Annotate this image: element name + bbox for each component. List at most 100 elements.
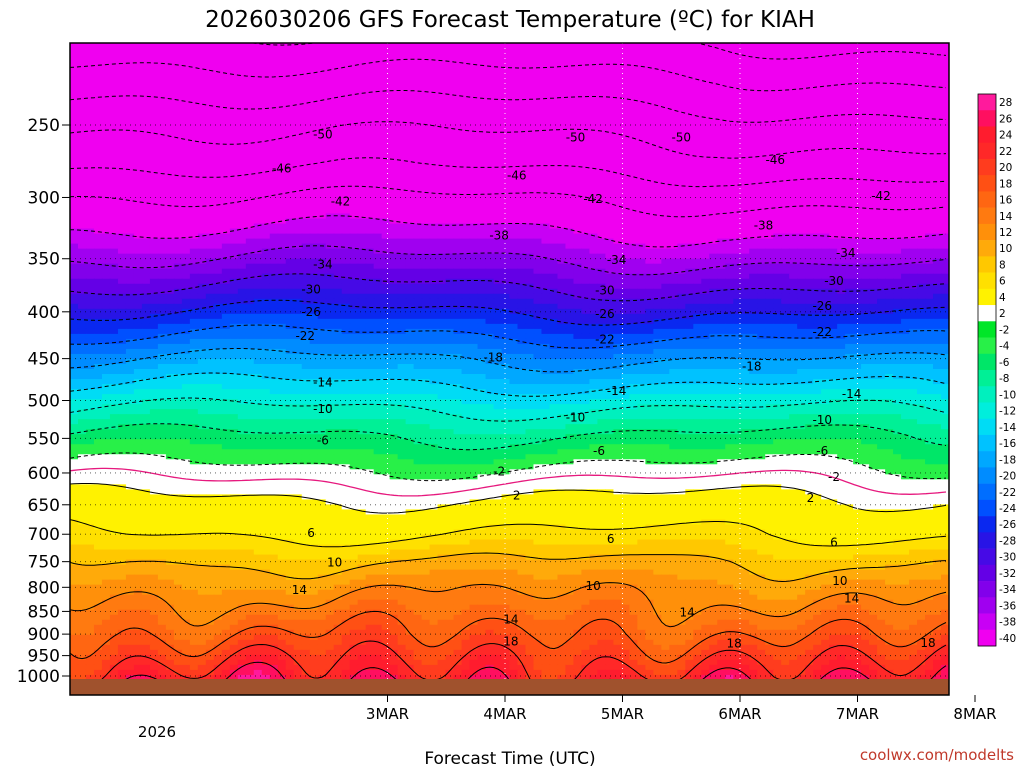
temperature-cell bbox=[461, 233, 471, 240]
temperature-cell bbox=[909, 233, 918, 240]
temperature-cell bbox=[613, 83, 622, 89]
temperature-cell bbox=[765, 133, 774, 139]
temperature-cell bbox=[157, 228, 167, 235]
temperature-cell bbox=[149, 73, 159, 79]
temperature-cell bbox=[413, 138, 423, 144]
temperature-cell bbox=[373, 233, 383, 240]
temperature-cell bbox=[565, 213, 575, 220]
temperature-cell bbox=[645, 183, 654, 190]
temperature-cell bbox=[413, 243, 423, 250]
temperature-cell bbox=[469, 218, 479, 225]
temperature-cell bbox=[573, 243, 583, 250]
temperature-cell bbox=[917, 58, 926, 64]
temperature-cell bbox=[525, 173, 535, 180]
temperature-cell bbox=[341, 133, 351, 139]
temperature-cell bbox=[589, 103, 598, 109]
temperature-cell bbox=[341, 233, 351, 240]
temperature-cell bbox=[653, 203, 662, 210]
temperature-cell bbox=[749, 193, 758, 200]
temperature-cell bbox=[397, 78, 407, 84]
temperature-cell bbox=[70, 213, 79, 220]
temperature-cell bbox=[861, 228, 870, 235]
temperature-cell bbox=[293, 208, 303, 215]
temperature-cell bbox=[70, 63, 79, 69]
temperature-cell bbox=[93, 128, 103, 134]
temperature-cell bbox=[597, 78, 606, 84]
temperature-cell bbox=[301, 198, 311, 205]
temperature-cell bbox=[293, 68, 303, 74]
temperature-cell bbox=[389, 163, 399, 169]
temperature-cell bbox=[805, 228, 814, 235]
temperature-cell bbox=[773, 83, 782, 89]
temperature-cell bbox=[773, 128, 782, 134]
temperature-cell bbox=[70, 223, 79, 230]
temperature-cell bbox=[645, 203, 654, 210]
temperature-cell bbox=[141, 193, 151, 200]
temperature-cell bbox=[77, 53, 87, 59]
temperature-cell bbox=[493, 63, 503, 69]
temperature-cell bbox=[629, 248, 638, 255]
temperature-cell bbox=[421, 108, 431, 114]
temperature-cell bbox=[597, 248, 606, 255]
temperature-cell bbox=[133, 148, 143, 154]
temperature-cell bbox=[773, 93, 782, 99]
temperature-cell bbox=[333, 263, 343, 270]
temperature-cell bbox=[213, 223, 223, 230]
temperature-cell bbox=[501, 263, 511, 270]
temperature-cell bbox=[381, 158, 391, 164]
temperature-cell bbox=[445, 103, 455, 109]
temperature-cell bbox=[813, 123, 822, 129]
temperature-cell bbox=[781, 138, 790, 144]
temperature-cell bbox=[757, 138, 766, 144]
temperature-cell bbox=[805, 103, 814, 109]
temperature-cell bbox=[277, 233, 287, 240]
temperature-cell bbox=[437, 158, 447, 164]
temperature-cell bbox=[357, 78, 367, 84]
temperature-cell bbox=[813, 173, 822, 180]
temperature-cell bbox=[653, 63, 662, 69]
temperature-cell bbox=[581, 158, 591, 164]
temperature-cell bbox=[653, 123, 662, 129]
temperature-cell bbox=[933, 88, 942, 94]
temperature-cell bbox=[277, 108, 287, 114]
temperature-cell bbox=[317, 108, 327, 114]
temperature-cell bbox=[221, 263, 231, 270]
temperature-cell bbox=[365, 218, 375, 225]
temperature-cell bbox=[637, 193, 646, 200]
temperature-cell bbox=[549, 168, 559, 174]
temperature-cell bbox=[885, 93, 894, 99]
temperature-cell bbox=[333, 118, 343, 124]
temperature-cell bbox=[829, 193, 838, 200]
temperature-cell bbox=[357, 83, 367, 89]
temperature-cell bbox=[485, 218, 495, 225]
temperature-cell bbox=[845, 213, 854, 220]
temperature-cell bbox=[677, 98, 686, 104]
temperature-cell bbox=[645, 113, 654, 119]
temperature-cell bbox=[893, 118, 902, 124]
temperature-cell bbox=[421, 98, 431, 104]
temperature-cell bbox=[93, 123, 103, 129]
temperature-cell bbox=[549, 228, 559, 235]
temperature-cell bbox=[365, 43, 375, 49]
temperature-cell bbox=[357, 168, 367, 174]
temperature-cell bbox=[685, 83, 694, 89]
temperature-cell bbox=[253, 163, 263, 169]
temperature-cell bbox=[141, 258, 151, 265]
temperature-cell bbox=[285, 208, 295, 215]
temperature-cell bbox=[613, 78, 622, 84]
temperature-cell bbox=[70, 138, 79, 144]
temperature-cell bbox=[525, 73, 535, 79]
temperature-cell bbox=[437, 178, 447, 185]
temperature-cell bbox=[725, 88, 734, 94]
temperature-cell bbox=[877, 243, 886, 250]
temperature-cell bbox=[165, 103, 175, 109]
temperature-cell bbox=[701, 218, 710, 225]
temperature-cell bbox=[213, 58, 223, 64]
temperature-cell bbox=[293, 123, 303, 129]
temperature-cell bbox=[70, 238, 79, 245]
temperature-cell bbox=[805, 93, 814, 99]
temperature-cell bbox=[405, 48, 415, 54]
temperature-cell bbox=[93, 243, 103, 250]
temperature-cell bbox=[581, 223, 591, 230]
temperature-cell bbox=[837, 238, 846, 245]
